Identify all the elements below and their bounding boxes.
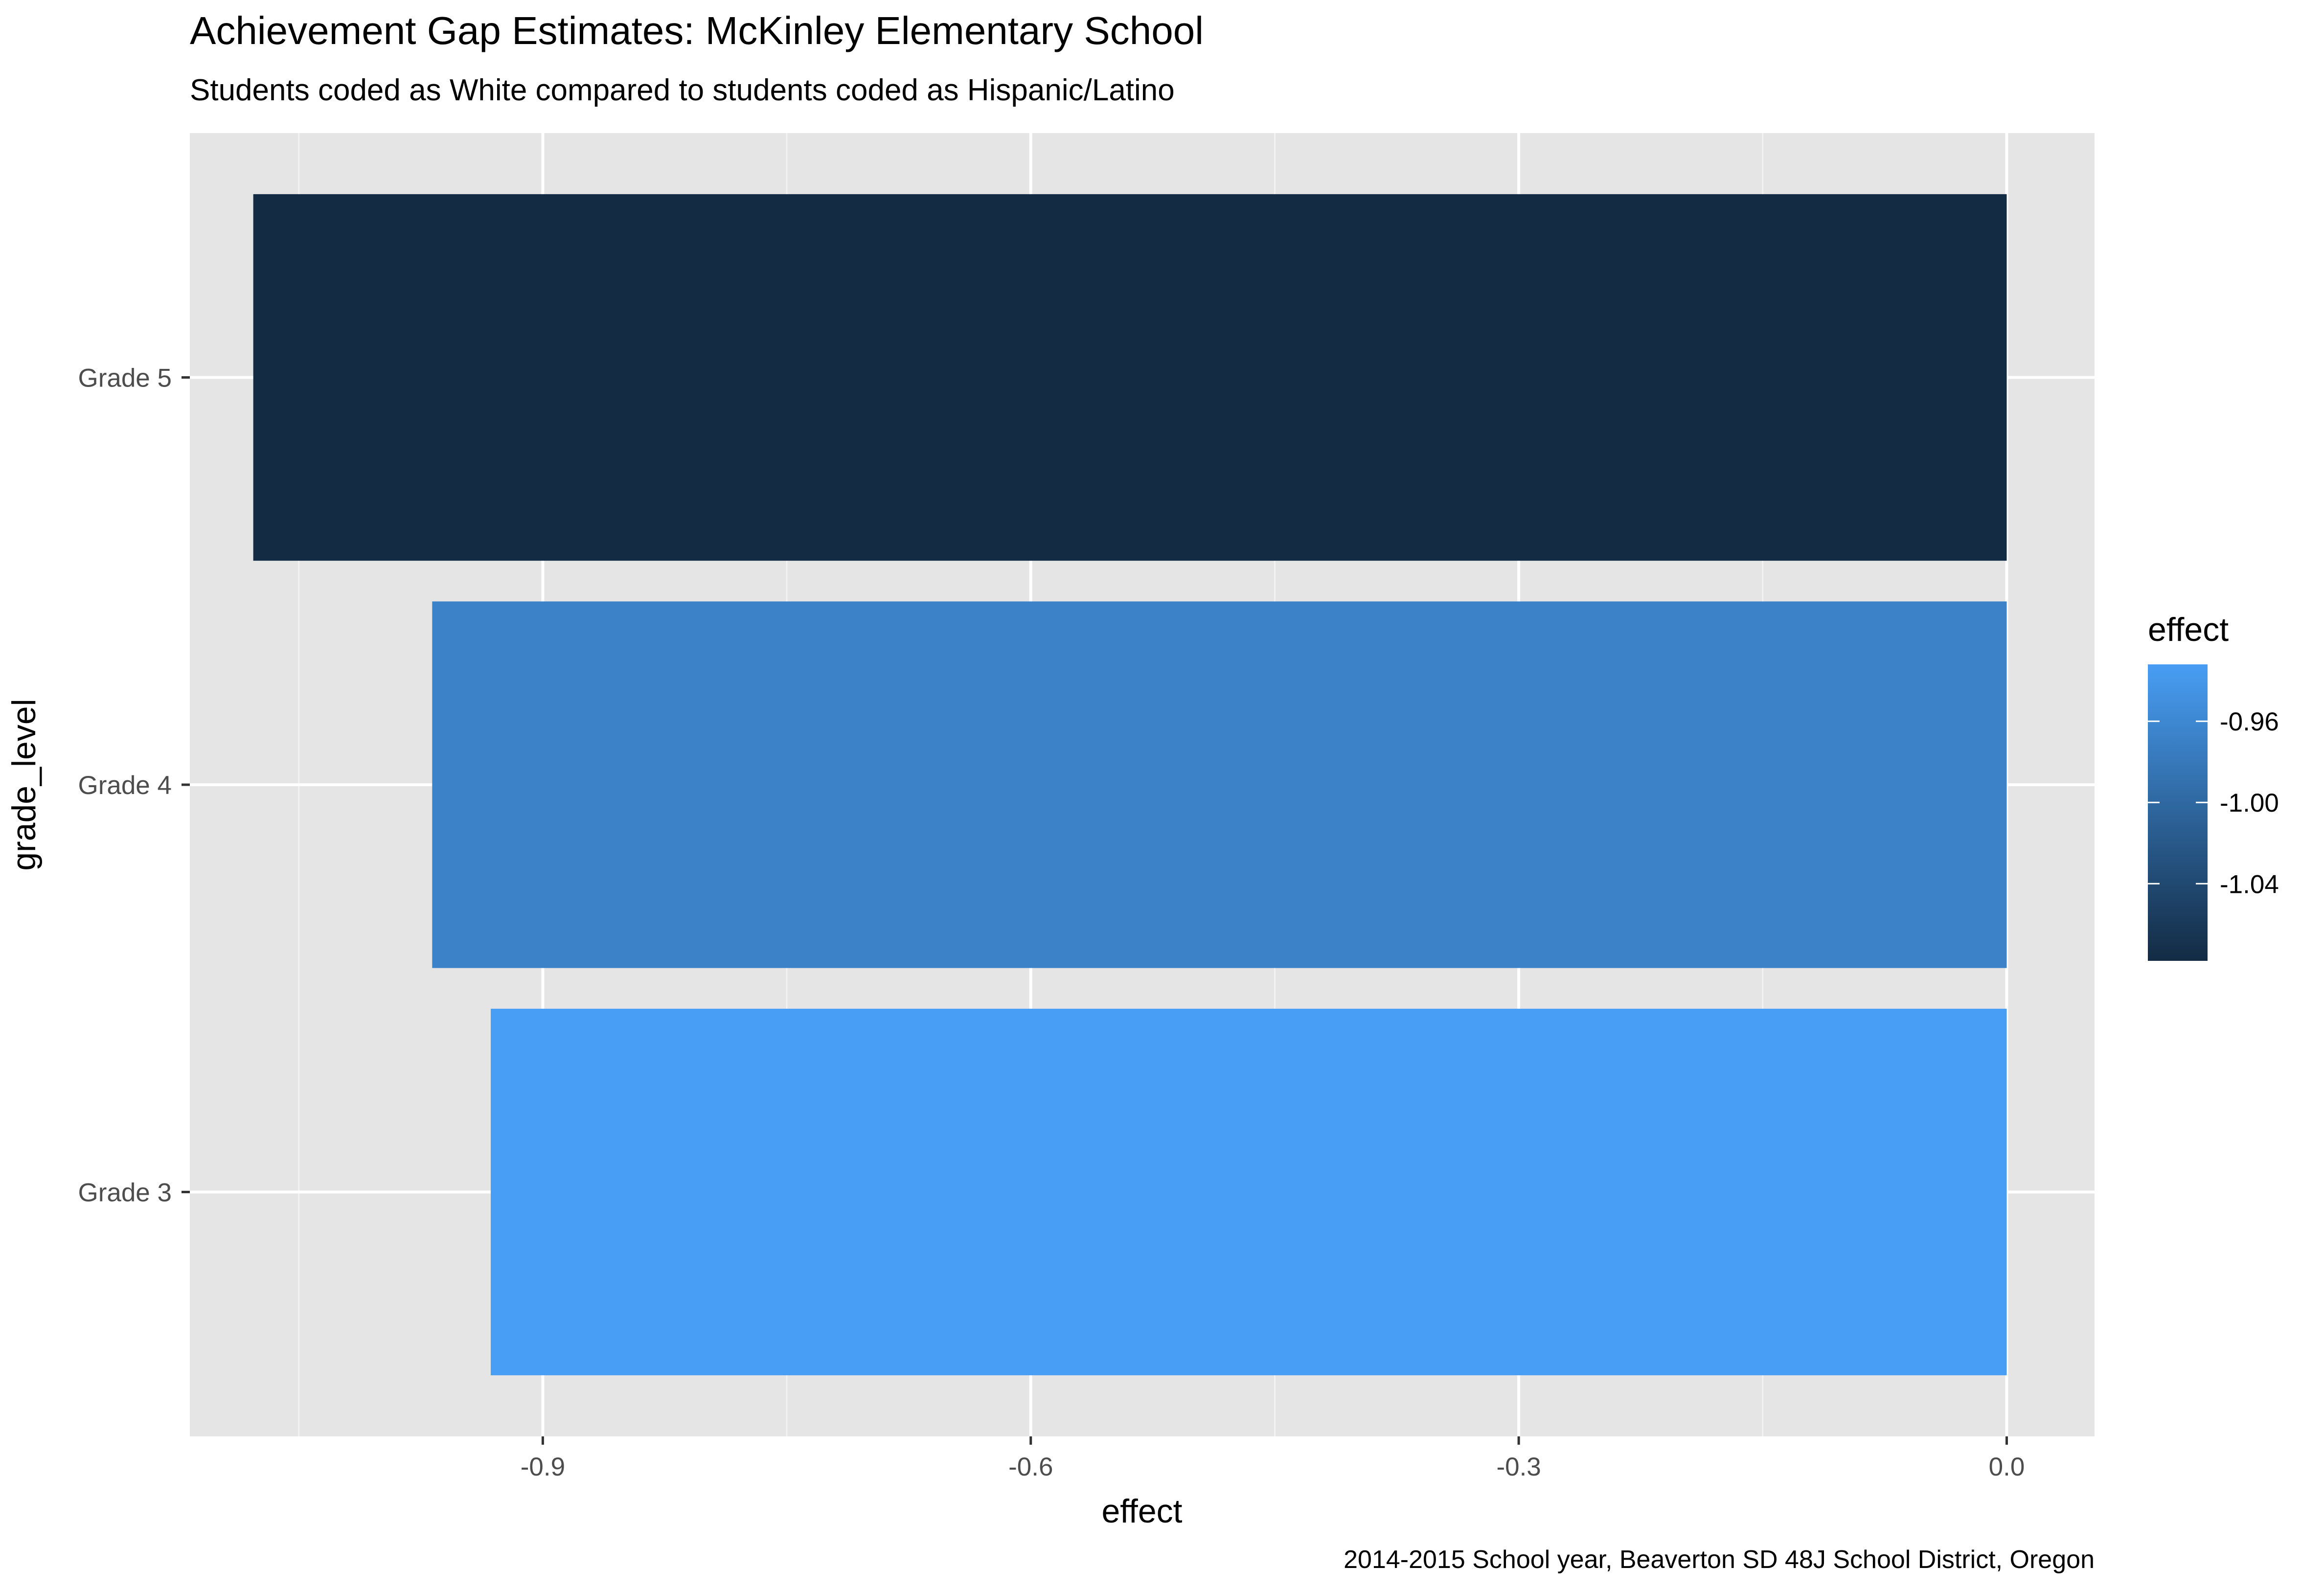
x-axis-title: effect bbox=[1101, 1493, 1182, 1530]
bar-grade-5 bbox=[253, 194, 2007, 561]
bar-grade-4 bbox=[432, 601, 2007, 968]
y-tick-label: Grade 3 bbox=[78, 1179, 172, 1207]
x-tick-label: -0.6 bbox=[1008, 1453, 1053, 1481]
legend-tick-label: -1.00 bbox=[2220, 789, 2279, 818]
x-tick-label: -0.3 bbox=[1496, 1453, 1541, 1481]
bar-grade-3 bbox=[491, 1008, 2007, 1376]
bars bbox=[253, 194, 2007, 1376]
chart-title: Achievement Gap Estimates: McKinley Elem… bbox=[190, 9, 1204, 52]
y-tick-label: Grade 4 bbox=[78, 771, 172, 800]
legend-tick-label: -0.96 bbox=[2220, 707, 2279, 736]
axes: -0.9 -0.6 -0.3 0.0 Grade 3 Grade 4 Grade 5 bbox=[78, 364, 2025, 1482]
x-tick-label: 0.0 bbox=[1989, 1453, 2025, 1481]
x-tick-label: -0.9 bbox=[521, 1453, 565, 1481]
legend-title: effect bbox=[2148, 611, 2229, 648]
legend-tick-label: -1.04 bbox=[2220, 870, 2279, 899]
y-axis-title: grade_level bbox=[5, 699, 43, 871]
chart-caption: 2014-2015 School year, Beaverton SD 48J … bbox=[1344, 1545, 2095, 1574]
y-tick-label: Grade 5 bbox=[78, 364, 172, 393]
legend-ticks: -0.96 -1.00 -1.04 bbox=[2148, 707, 2279, 899]
chart-subtitle: Students coded as White compared to stud… bbox=[190, 73, 1175, 107]
legend-colorbar bbox=[2148, 664, 2208, 961]
